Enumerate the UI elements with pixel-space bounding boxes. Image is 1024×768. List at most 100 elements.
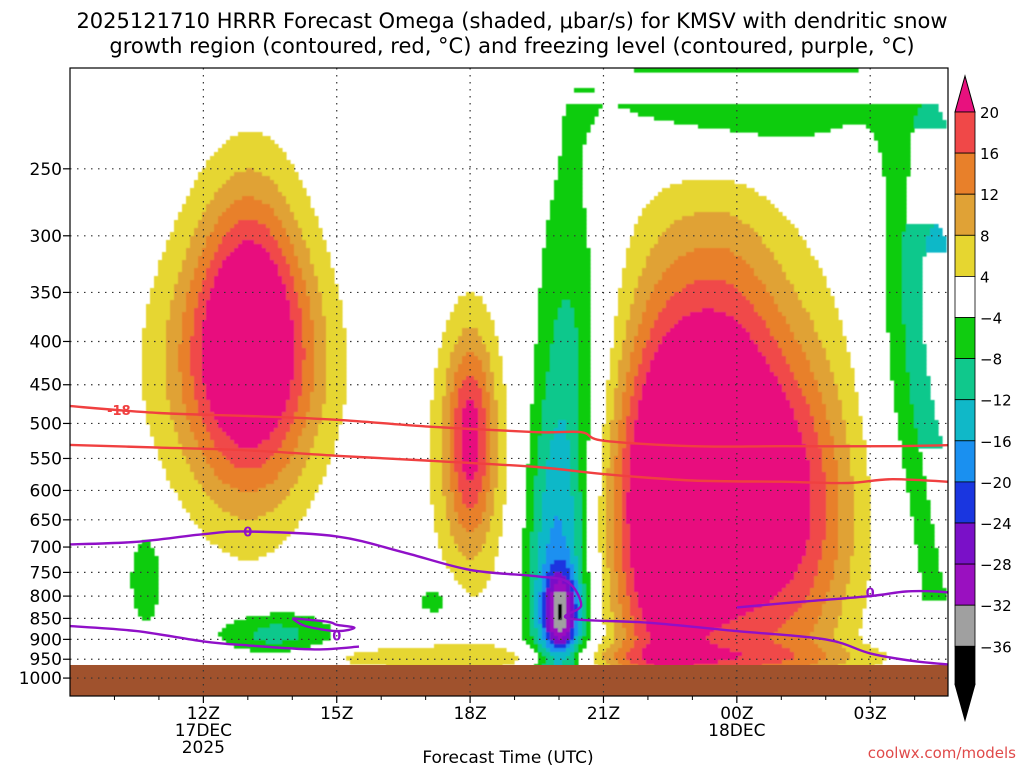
omega-cell [614,484,623,489]
omega-cell [474,376,487,381]
omega-cell [134,604,155,609]
omega-cell [550,628,559,633]
omega-cell [898,424,915,429]
omega-cell [626,580,635,585]
omega-cell [154,444,183,449]
omega-cell [882,172,911,177]
omega-cell [606,508,615,513]
omega-cell [826,592,847,597]
omega-cell [214,468,283,473]
omega-cell [630,604,639,609]
omega-cell [902,440,919,445]
omega-cell [166,380,183,385]
omega-cell [830,420,847,425]
omega-cell [490,404,499,409]
omega-cell [198,260,211,265]
omega-cell [202,484,231,489]
omega-cell [222,144,279,149]
omega-cell [602,592,611,597]
omega-cell [302,272,315,277]
omega-cell [526,508,535,513]
omega-cell [622,548,631,553]
omega-cell [630,548,807,553]
omega-cell [582,636,591,641]
omega-cell [446,512,459,517]
omega-cell [794,332,819,337]
omega-cell [150,288,175,293]
omega-cell [930,232,943,237]
omega-cell [842,412,859,417]
omega-cell [570,476,579,481]
omega-cell [882,164,911,169]
omega-cell [614,616,623,621]
omega-cell [610,580,619,585]
omega-cell [810,312,839,317]
omega-cell [790,324,815,329]
omega-cell [850,576,871,581]
omega-cell [282,468,303,473]
omega-cell [566,560,571,565]
omega-cell [218,244,239,249]
omega-cell [430,440,443,445]
omega-cell [454,496,463,501]
omega-cell [498,444,507,449]
omega-cell [310,252,331,257]
omega-cell [630,532,811,537]
omega-cell [542,604,547,609]
omega-cell [490,528,503,533]
omega-cell [890,368,907,373]
omega-cell [622,404,631,409]
omega-cell [326,348,347,353]
omega-cell [614,404,623,409]
omega-cell [850,564,871,569]
omega-cell [578,448,587,453]
omega-cell [482,388,487,393]
omega-cell [298,396,311,401]
omega-cell [766,288,795,293]
omega-cell [578,432,591,437]
omega-cell [166,468,191,473]
omega-cell [622,412,631,417]
omega-cell [582,536,587,541]
omega-cell [766,284,795,289]
omega-cell [914,540,935,545]
omega-cell [606,624,615,629]
omega-cell [530,444,539,449]
omega-cell [822,452,835,457]
omega-cell [310,456,331,461]
omega-cell [530,448,539,453]
omega-cell [794,576,815,581]
omega-cell [266,640,283,645]
omega-cell [294,344,303,349]
omega-cell [622,352,631,357]
omega-cell [446,376,455,381]
omega-cell [622,456,631,461]
omega-cell [606,524,615,529]
omega-cell [658,192,759,197]
omega-cell [926,244,947,249]
omega-cell [134,564,159,569]
omega-cell [642,356,655,361]
omega-cell [910,400,935,405]
omega-cell [306,464,327,469]
omega-cell [210,408,287,413]
omega-cell [554,184,583,189]
omega-cell [246,168,255,173]
omega-cell [178,360,191,365]
omega-cell [614,548,623,553]
omega-cell [834,376,855,381]
omega-cell [794,612,823,617]
omega-cell [594,660,607,665]
omega-cell [446,324,495,329]
omega-cell [826,352,851,357]
omega-cell [818,660,847,665]
omega-cell [158,272,179,277]
omega-cell [322,416,343,421]
omega-cell [542,520,555,525]
omega-cell [562,132,587,137]
omega-cell [554,608,559,613]
omega-cell [498,460,507,465]
omega-cell [442,480,451,485]
omega-cell [314,440,335,445]
omega-cell [434,376,447,381]
